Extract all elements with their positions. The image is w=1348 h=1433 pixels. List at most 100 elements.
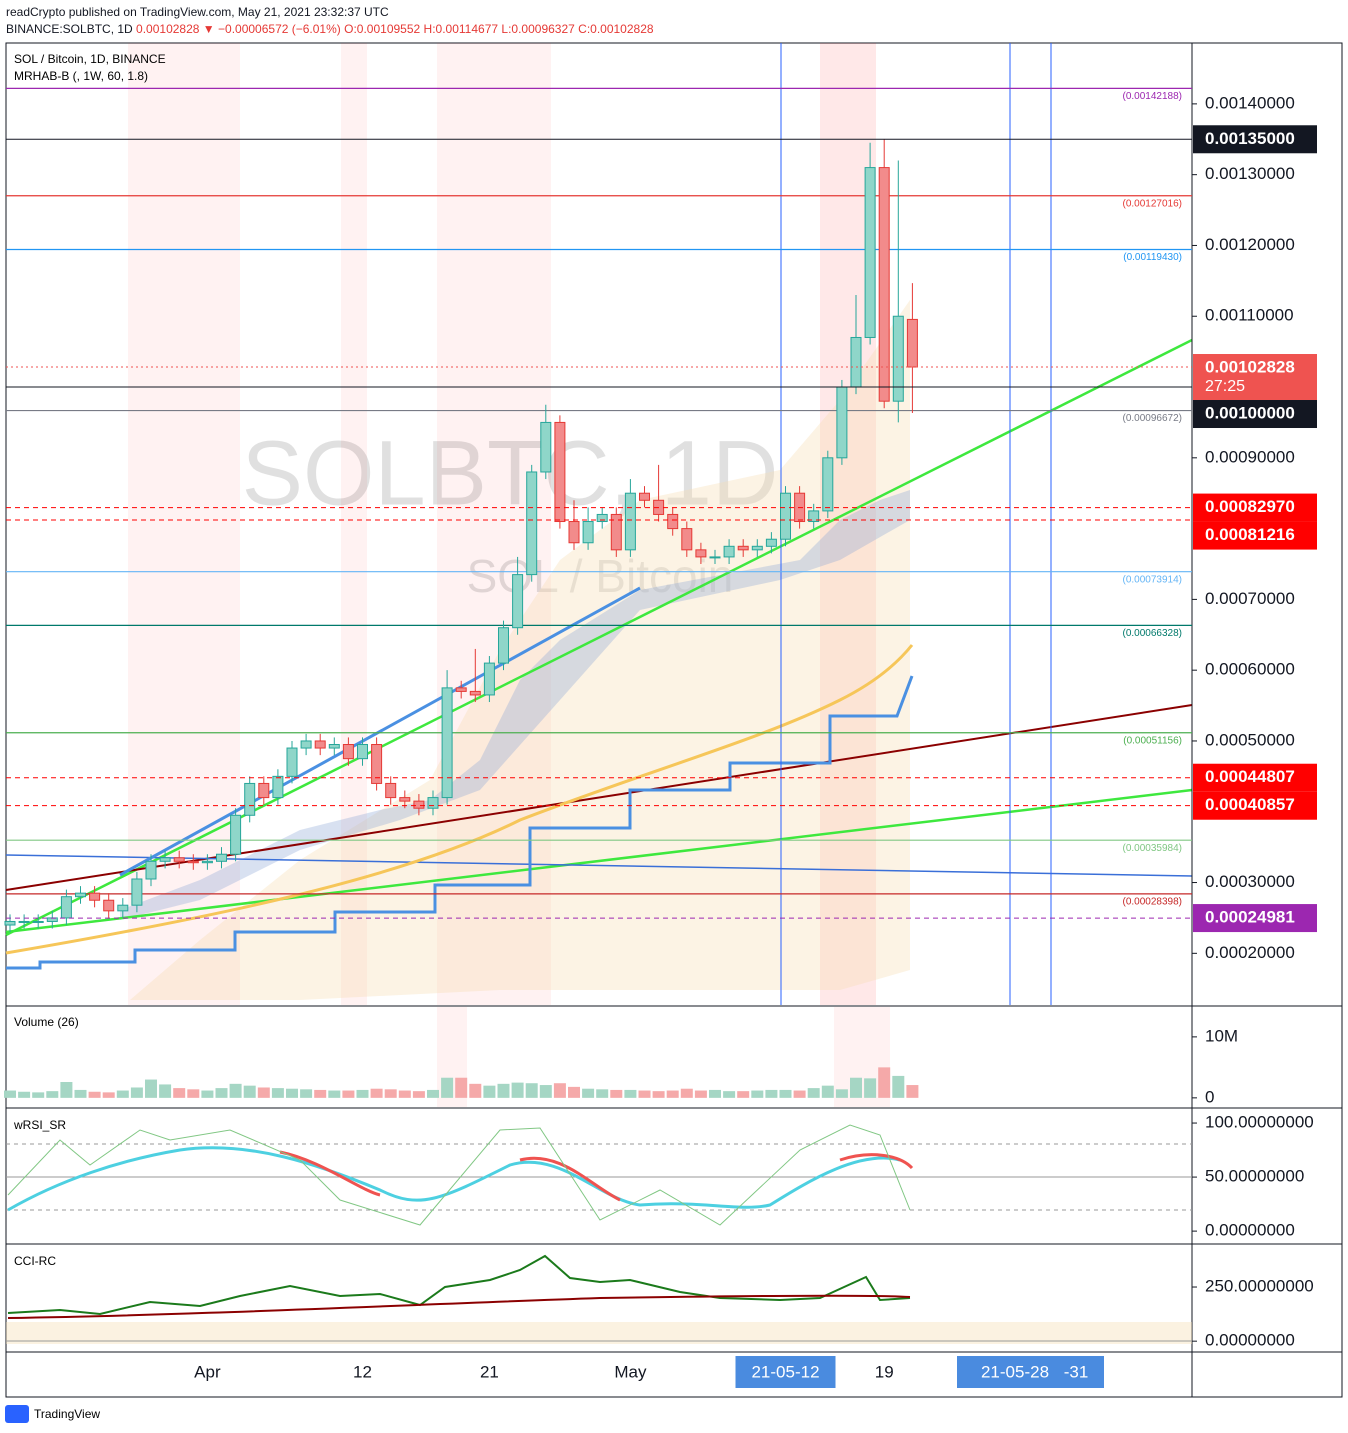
volume-bar xyxy=(793,1090,806,1098)
y-tick-label: 10M xyxy=(1205,1026,1238,1045)
price-box-label: 0.00044807 xyxy=(1205,767,1295,786)
y-tick-label: 0.00030000 xyxy=(1205,872,1295,891)
cci-decor xyxy=(6,1254,1192,1344)
indicator-title: MRHAB-B (, 1W, 60, 1.8) xyxy=(14,69,148,83)
candle-body xyxy=(610,513,622,551)
candle-body xyxy=(413,800,425,809)
price-box xyxy=(1193,763,1317,792)
price-box-label: 0.00100000 xyxy=(1205,403,1295,422)
candle-body xyxy=(667,513,679,530)
volume-bar xyxy=(60,1082,73,1098)
volume-bar xyxy=(243,1085,256,1098)
volume-bar xyxy=(116,1090,129,1098)
date-range-label: 21-05-28 xyxy=(981,1362,1049,1381)
volume-bar xyxy=(32,1092,45,1098)
candle-body xyxy=(554,421,566,523)
volume-bar xyxy=(328,1090,341,1098)
ohlc: C:0.00102828 xyxy=(578,22,654,36)
price-box xyxy=(1193,521,1317,550)
candle-body xyxy=(540,421,552,473)
publisher: readCrypto published on TradingView.com,… xyxy=(6,5,389,19)
candle-body xyxy=(103,899,115,912)
volume-bar xyxy=(441,1077,454,1098)
volume-bar xyxy=(666,1090,679,1098)
level-label: (0.00035984) xyxy=(1123,843,1183,854)
y-tick-label: 0.00050000 xyxy=(1205,730,1295,749)
ohlc: O:0.00109552 xyxy=(344,22,421,36)
volume-bar xyxy=(850,1077,862,1098)
price-box-label: 0.00024981 xyxy=(1205,908,1295,927)
level-label: (0.00073914) xyxy=(1123,574,1183,585)
chart-title: SOL / Bitcoin, 1D, BINANCE xyxy=(14,52,166,66)
candle-body xyxy=(173,857,185,862)
candle-body xyxy=(455,687,467,692)
x-tick-label: 12 xyxy=(353,1362,372,1381)
volume-bar xyxy=(638,1090,651,1098)
candle-body xyxy=(117,904,129,912)
candle-body xyxy=(624,492,636,551)
candle-body xyxy=(427,797,439,809)
trend-lines xyxy=(5,338,1193,970)
volume-bar xyxy=(314,1089,327,1098)
volume-bar xyxy=(751,1090,764,1098)
y-tick-label: 0.00020000 xyxy=(1205,943,1295,962)
volume-bar xyxy=(4,1090,16,1098)
symbol: BINANCE:SOLBTC, 1D xyxy=(6,22,133,36)
y-tick-label: 0.00130000 xyxy=(1205,164,1295,183)
volume-bar xyxy=(709,1089,721,1098)
volume-bar xyxy=(497,1083,510,1098)
candle-body xyxy=(850,336,862,388)
candle-body xyxy=(357,744,368,760)
candle-body xyxy=(639,492,650,501)
volume-bar xyxy=(384,1089,397,1098)
candle-body xyxy=(60,896,72,919)
volume-bar xyxy=(610,1089,623,1098)
pane-title: CCI-RC xyxy=(14,1254,56,1268)
candle-body xyxy=(314,740,326,749)
volume-bar xyxy=(88,1091,101,1098)
candle-body xyxy=(695,549,707,558)
change: ▼ −0.00006572 (−6.01%) xyxy=(202,22,341,36)
volume-bar xyxy=(229,1083,242,1098)
price-box xyxy=(1193,354,1317,401)
ribbon xyxy=(120,490,910,920)
y-tick-label: 0.00070000 xyxy=(1205,589,1295,608)
volume-bar xyxy=(779,1089,792,1098)
volume-bar xyxy=(864,1078,877,1098)
volume-bar xyxy=(723,1091,736,1098)
volume-bar xyxy=(46,1091,59,1098)
volume-bar xyxy=(412,1091,425,1098)
volume-bar xyxy=(906,1085,919,1098)
level-label: (0.00066328) xyxy=(1123,628,1183,639)
frame xyxy=(5,42,1343,1398)
volume-bar xyxy=(427,1089,439,1098)
candle-body xyxy=(878,167,890,402)
candle-body xyxy=(765,538,777,547)
candle-body xyxy=(385,782,397,799)
y-tick-label: 0.00140000 xyxy=(1205,93,1295,112)
candle-body xyxy=(32,920,44,923)
y-tick-label: 0.00000000 xyxy=(1205,1331,1295,1350)
symbol-line: BINANCE:SOLBTC, 1D 0.00102828 ▼ −0.00006… xyxy=(6,22,654,36)
ohlc: L:0.00096327 xyxy=(501,22,575,36)
candle-body xyxy=(780,492,791,540)
volume-bar xyxy=(342,1090,355,1098)
volume-bar xyxy=(539,1085,552,1098)
candle-body xyxy=(864,167,876,338)
logo xyxy=(5,1405,29,1423)
level-label: (0.00127016) xyxy=(1123,198,1183,209)
candle-body xyxy=(187,860,199,864)
date-range-box xyxy=(957,1356,1104,1388)
pane-separators xyxy=(6,43,1342,1397)
level-label: (0.00119430) xyxy=(1123,252,1182,263)
volume-bar xyxy=(680,1088,693,1098)
y-tick-label: 50.00000000 xyxy=(1205,1167,1304,1186)
volume-bar xyxy=(398,1090,411,1098)
candle-body xyxy=(75,892,86,898)
volume-bar xyxy=(18,1091,31,1098)
volume-bar xyxy=(765,1089,778,1098)
volume-bar xyxy=(469,1083,482,1098)
volume-bar xyxy=(159,1084,172,1098)
y-tick-label: 0.00090000 xyxy=(1205,447,1295,466)
